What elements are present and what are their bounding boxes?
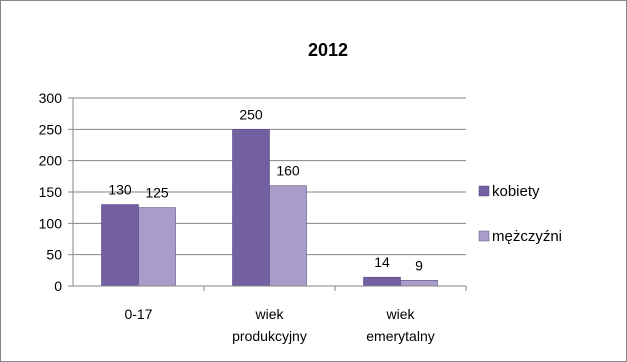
bar-mężczyźni bbox=[400, 280, 438, 287]
y-tick-label: 100 bbox=[39, 215, 63, 231]
y-tick-label: 250 bbox=[39, 121, 63, 137]
data-label: 130 bbox=[108, 182, 132, 198]
legend-label-kobiety: kobiety bbox=[492, 183, 540, 200]
x-tick-label: 0-17 bbox=[124, 306, 152, 322]
bar-kobiety bbox=[363, 276, 401, 287]
y-tick-label: 50 bbox=[46, 247, 62, 263]
x-tick-label: wiek bbox=[385, 306, 415, 322]
bar-mężczyźni bbox=[269, 185, 307, 287]
y-tick-label: 0 bbox=[54, 278, 62, 294]
x-tick-label: emerytalny bbox=[366, 328, 434, 344]
legend-label-mężczyźni: mężczyźni bbox=[492, 228, 562, 245]
x-tick-label: wiek bbox=[254, 306, 284, 322]
data-label: 9 bbox=[415, 257, 423, 273]
data-label: 250 bbox=[239, 106, 263, 122]
data-label: 14 bbox=[374, 254, 390, 270]
bar-mężczyźni bbox=[138, 207, 176, 287]
chart-title: 2012 bbox=[308, 40, 348, 60]
y-tick-label: 200 bbox=[39, 153, 63, 169]
legend-swatch-kobiety bbox=[478, 185, 490, 197]
y-tick-label: 300 bbox=[39, 90, 63, 106]
y-tick-label: 150 bbox=[39, 184, 63, 200]
data-label: 160 bbox=[276, 163, 300, 179]
legend-swatch-mężczyźni bbox=[478, 230, 490, 242]
x-tick-label: produkcyjny bbox=[232, 328, 307, 344]
bar-kobiety bbox=[232, 129, 270, 287]
bar-kobiety bbox=[101, 204, 139, 287]
data-label: 125 bbox=[145, 185, 169, 201]
